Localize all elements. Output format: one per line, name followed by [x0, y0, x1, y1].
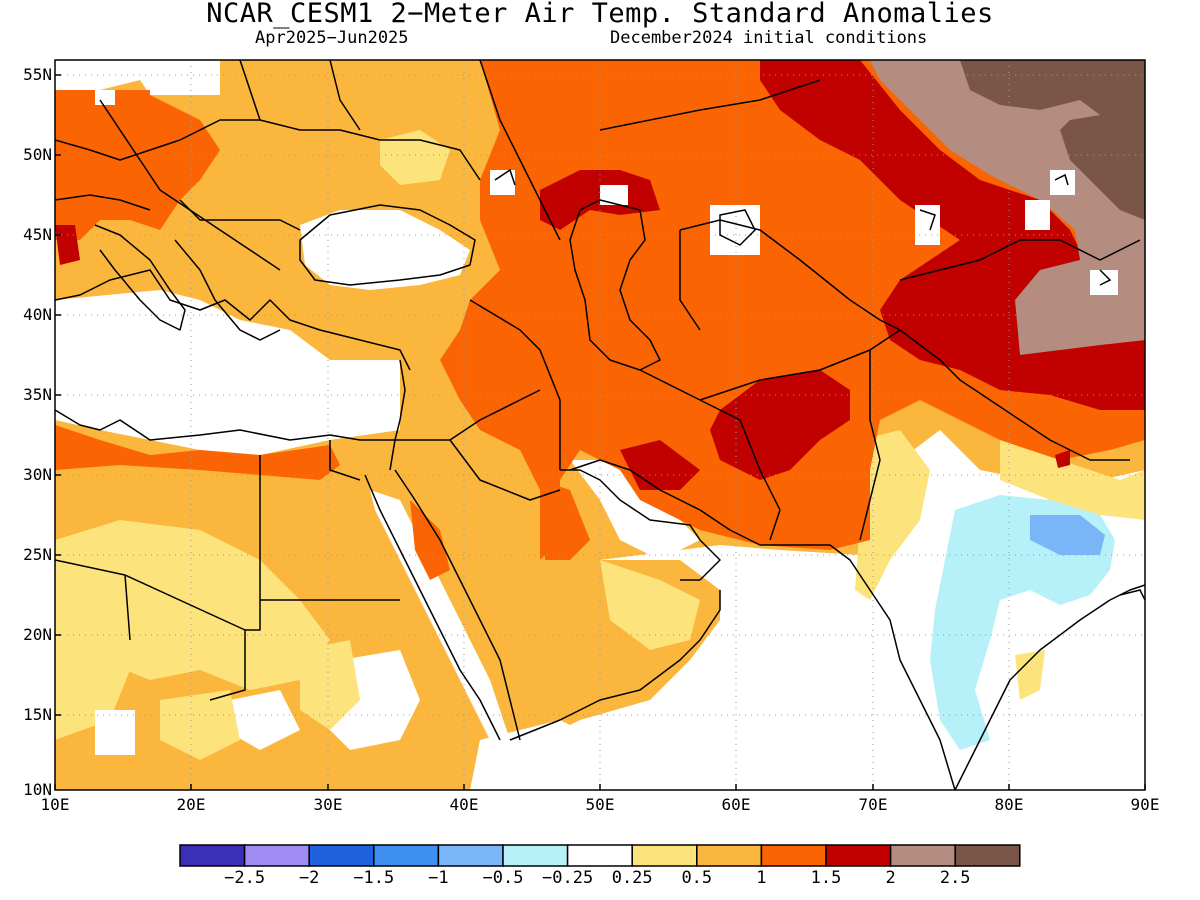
colorbar-label: 0.5: [681, 868, 713, 888]
latitude-label: 10N: [23, 780, 52, 799]
latitude-label: 25N: [23, 545, 52, 564]
colorbar-swatch: [243, 844, 310, 867]
latitude-label: 35N: [23, 385, 52, 404]
colorbar-swatch: [954, 844, 1021, 867]
longitude-label: 80E: [994, 795, 1024, 814]
colorbar-label: −2: [298, 868, 320, 888]
forecast-period: Apr2025−Jun2025: [255, 28, 409, 48]
colorbar-swatch: [760, 844, 827, 867]
longitude-label: 90E: [1130, 795, 1160, 814]
axis-ticks: [54, 74, 1146, 790]
coastlines-and-borders: [55, 60, 1145, 790]
longitude-label: 10E: [40, 795, 70, 814]
colorbar-label: 2.5: [939, 868, 971, 888]
colorbar-swatch: [631, 844, 698, 867]
colorbar-swatch: [696, 844, 763, 867]
anomaly-region-cool-05: [1030, 515, 1105, 555]
longitude-label: 50E: [585, 795, 615, 814]
map-title: NCAR_CESM1 2−Meter Air Temp. Standard An…: [206, 0, 994, 29]
longitude-label: 70E: [858, 795, 888, 814]
latitude-label: 40N: [23, 305, 52, 324]
colorbar-swatch: [566, 844, 633, 867]
colorbar-swatch: [437, 844, 504, 867]
anomaly-region-cool-025: [930, 495, 1115, 750]
latitude-label: 50N: [23, 145, 52, 164]
colorbar-label: −1.5: [353, 868, 395, 888]
colorbar-swatch: [308, 844, 375, 867]
anomaly-region-1-15-europe: [55, 90, 220, 240]
colorbar-label: −0.5: [482, 868, 524, 888]
anomaly-region-1-15-africa: [55, 425, 340, 480]
latitude-label: 45N: [23, 225, 52, 244]
colorbar-label: −2.5: [224, 868, 266, 888]
latitude-label: 30N: [23, 465, 52, 484]
islands-and-lakes: [494, 168, 1145, 601]
colorbar-swatch: [825, 844, 892, 867]
colorbar-label: −0.25: [542, 868, 594, 888]
latitude-label: 15N: [23, 705, 52, 724]
colorbar-label: −1: [428, 868, 449, 888]
anomaly-region-1-15-arabia: [540, 480, 590, 560]
anomaly-region-25-plus: [960, 60, 1145, 220]
initial-conditions: December2024 initial conditions: [610, 28, 928, 48]
colorbar-label: 1.5: [810, 868, 842, 888]
colorbar-swatch: [502, 844, 569, 867]
colorbar-label: 2: [885, 868, 896, 888]
colorbar-swatch: [179, 844, 246, 867]
longitude-label: 20E: [176, 795, 206, 814]
anomaly-region-1-15-redsea: [410, 500, 450, 580]
latitude-label: 55N: [23, 65, 52, 84]
colorbar-swatch: [889, 844, 956, 867]
colorbar-label: 0.25: [611, 868, 653, 888]
longitude-label: 40E: [449, 795, 479, 814]
missing-data-blocks: [95, 90, 1145, 755]
colorbar: [179, 844, 1021, 867]
colorbar-label: 1: [756, 868, 767, 888]
latitude-label: 20N: [23, 625, 52, 644]
longitude-label: 30E: [313, 795, 343, 814]
colorbar-swatch: [373, 844, 440, 867]
longitude-label: 60E: [721, 795, 751, 814]
